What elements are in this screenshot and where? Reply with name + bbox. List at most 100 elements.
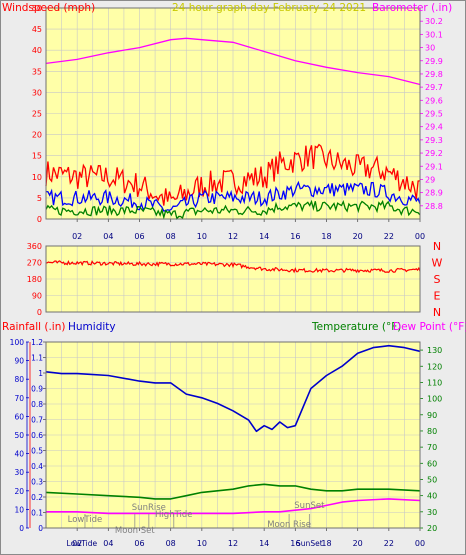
- rainfall-tick-label: 1.1: [31, 354, 43, 363]
- barometer-tick-label: 30: [425, 44, 435, 53]
- x-tick-label: 08: [166, 232, 176, 241]
- windspeed-tick-label: 25: [32, 110, 42, 119]
- windspeed-tick-label: 40: [32, 46, 42, 55]
- rainfall-tick-label: 0.6: [31, 431, 43, 440]
- rainfall-tick-label: 1.2: [31, 338, 43, 347]
- humidity-axis-title: Humidity: [68, 321, 116, 333]
- direction-tick-label: 90: [32, 292, 42, 301]
- climate-panel-series: [45, 344, 421, 515]
- rainfall-tick-label: 0.3: [31, 478, 43, 487]
- barometer-tick-label: 29.2: [425, 149, 443, 158]
- humidity-tick-label: 60: [14, 412, 24, 421]
- direction-panel-series: [45, 260, 421, 274]
- wind-panel-frame: [45, 7, 421, 220]
- rainfall-tick-label: 1: [38, 369, 43, 378]
- x-tick-label: 04: [103, 539, 113, 548]
- temperature-tick-label: 90: [427, 411, 437, 420]
- barometer-tick-label: 29: [425, 175, 435, 184]
- windspeed-tick-label: 15: [32, 152, 42, 161]
- compass-label: N: [433, 306, 441, 319]
- humidity-tick-label: 70: [14, 394, 24, 403]
- x-tick-label: 04: [103, 232, 113, 241]
- annotation-label: HighTide: [155, 510, 192, 520]
- barometer-tick-label: 29.4: [425, 123, 443, 132]
- compass-label: N: [433, 240, 441, 253]
- event-tick-label: LowTide: [67, 539, 98, 548]
- humidity-tick-label: 10: [14, 505, 24, 514]
- series-average-line: [45, 180, 421, 212]
- temperature-tick-label: 60: [427, 459, 437, 468]
- x-tick-label: 20: [353, 232, 363, 241]
- windspeed-tick-label: 30: [32, 88, 42, 97]
- x-tick-label: 20: [353, 539, 363, 548]
- rainfall-tick-label: 0.7: [31, 416, 43, 425]
- x-tick-label: 12: [228, 232, 238, 241]
- annotation-label: Moon Rise: [267, 520, 311, 530]
- climate-panel-frame: [45, 341, 421, 529]
- x-tick-label: 02: [72, 232, 82, 241]
- x-tick-label: 06: [134, 232, 144, 241]
- barometer-tick-label: 29.3: [425, 136, 443, 145]
- temperature-tick-label: 50: [427, 475, 437, 484]
- compass-label: W: [432, 257, 443, 270]
- rainfall-tick-label: 0.2: [31, 493, 43, 502]
- x-tick-label: 22: [384, 232, 394, 241]
- series-low-line: [45, 199, 421, 220]
- barometer-tick-label: 28.8: [425, 202, 443, 211]
- annotation-label: SunSet: [294, 501, 325, 511]
- direction-tick-label: 180: [27, 275, 42, 284]
- x-tick-label: 22: [384, 539, 394, 548]
- temperature-tick-label: 30: [427, 508, 437, 517]
- temperature-tick-label: 20: [427, 524, 437, 533]
- humidity-tick-label: 90: [14, 357, 24, 366]
- x-tick-label: 14: [259, 539, 269, 548]
- rainfall-tick-label: 0: [38, 524, 43, 533]
- barometer-axis-title: Barometer (.in): [372, 2, 452, 14]
- direction-tick-label: 360: [27, 242, 42, 251]
- series-humidity-line: [45, 344, 421, 433]
- x-tick-label: 00: [415, 232, 425, 241]
- dewpoint-axis-title: Dew Point (°F): [393, 321, 466, 333]
- barometer-tick-label: 29.5: [425, 110, 443, 119]
- barometer-tick-label: 29.1: [425, 162, 443, 171]
- barometer-tick-label: 28.9: [425, 189, 443, 198]
- barometer-tick-label: 30.1: [425, 30, 443, 39]
- humidity-tick-label: 100: [10, 338, 25, 347]
- x-tick-label: 12: [228, 539, 238, 548]
- windspeed-tick-label: 35: [32, 67, 42, 76]
- x-tick-label: 06: [134, 539, 144, 548]
- climate-panel-grid: [46, 341, 420, 529]
- windspeed-tick-label: 5: [37, 194, 42, 203]
- windspeed-tick-label: 50: [32, 4, 42, 13]
- windspeed-tick-label: 20: [32, 131, 42, 140]
- temperature-axis-title: Temperature (°F): [311, 321, 401, 333]
- series-temperature-line: [45, 483, 421, 500]
- humidity-tick-label: 80: [14, 375, 24, 384]
- temperature-tick-label: 70: [427, 443, 437, 452]
- rainfall-tick-label: 0.1: [31, 509, 43, 518]
- rainfall-tick-label: 0.8: [31, 400, 43, 409]
- humidity-tick-label: 0: [19, 524, 24, 533]
- temperature-tick-label: 40: [427, 492, 437, 501]
- event-tick-label: SunSet: [296, 539, 323, 548]
- humidity-tick-label: 50: [14, 431, 24, 440]
- x-tick-label: 18: [321, 539, 331, 548]
- series-gust-line: [45, 143, 421, 206]
- temperature-tick-label: 80: [427, 427, 437, 436]
- barometer-tick-label: 29.7: [425, 83, 443, 92]
- x-tick-label: 16: [290, 232, 300, 241]
- x-tick-label: 14: [259, 232, 269, 241]
- x-tick-label: 02: [72, 539, 82, 548]
- direction-panel-frame: [45, 245, 421, 313]
- rainfall-tick-label: 0.4: [31, 462, 43, 471]
- barometer-tick-label: 29.6: [425, 96, 443, 105]
- compass-label: S: [434, 273, 441, 286]
- temperature-tick-label: 100: [427, 395, 442, 404]
- direction-tick-label: 270: [27, 259, 42, 268]
- direction-tick-label: 0: [37, 308, 42, 317]
- annotation-label: SunRise: [132, 503, 166, 513]
- temperature-tick-label: 120: [427, 362, 442, 371]
- windspeed-axis-title: Windspeed (mph): [2, 2, 95, 14]
- series-direction-line: [45, 260, 421, 274]
